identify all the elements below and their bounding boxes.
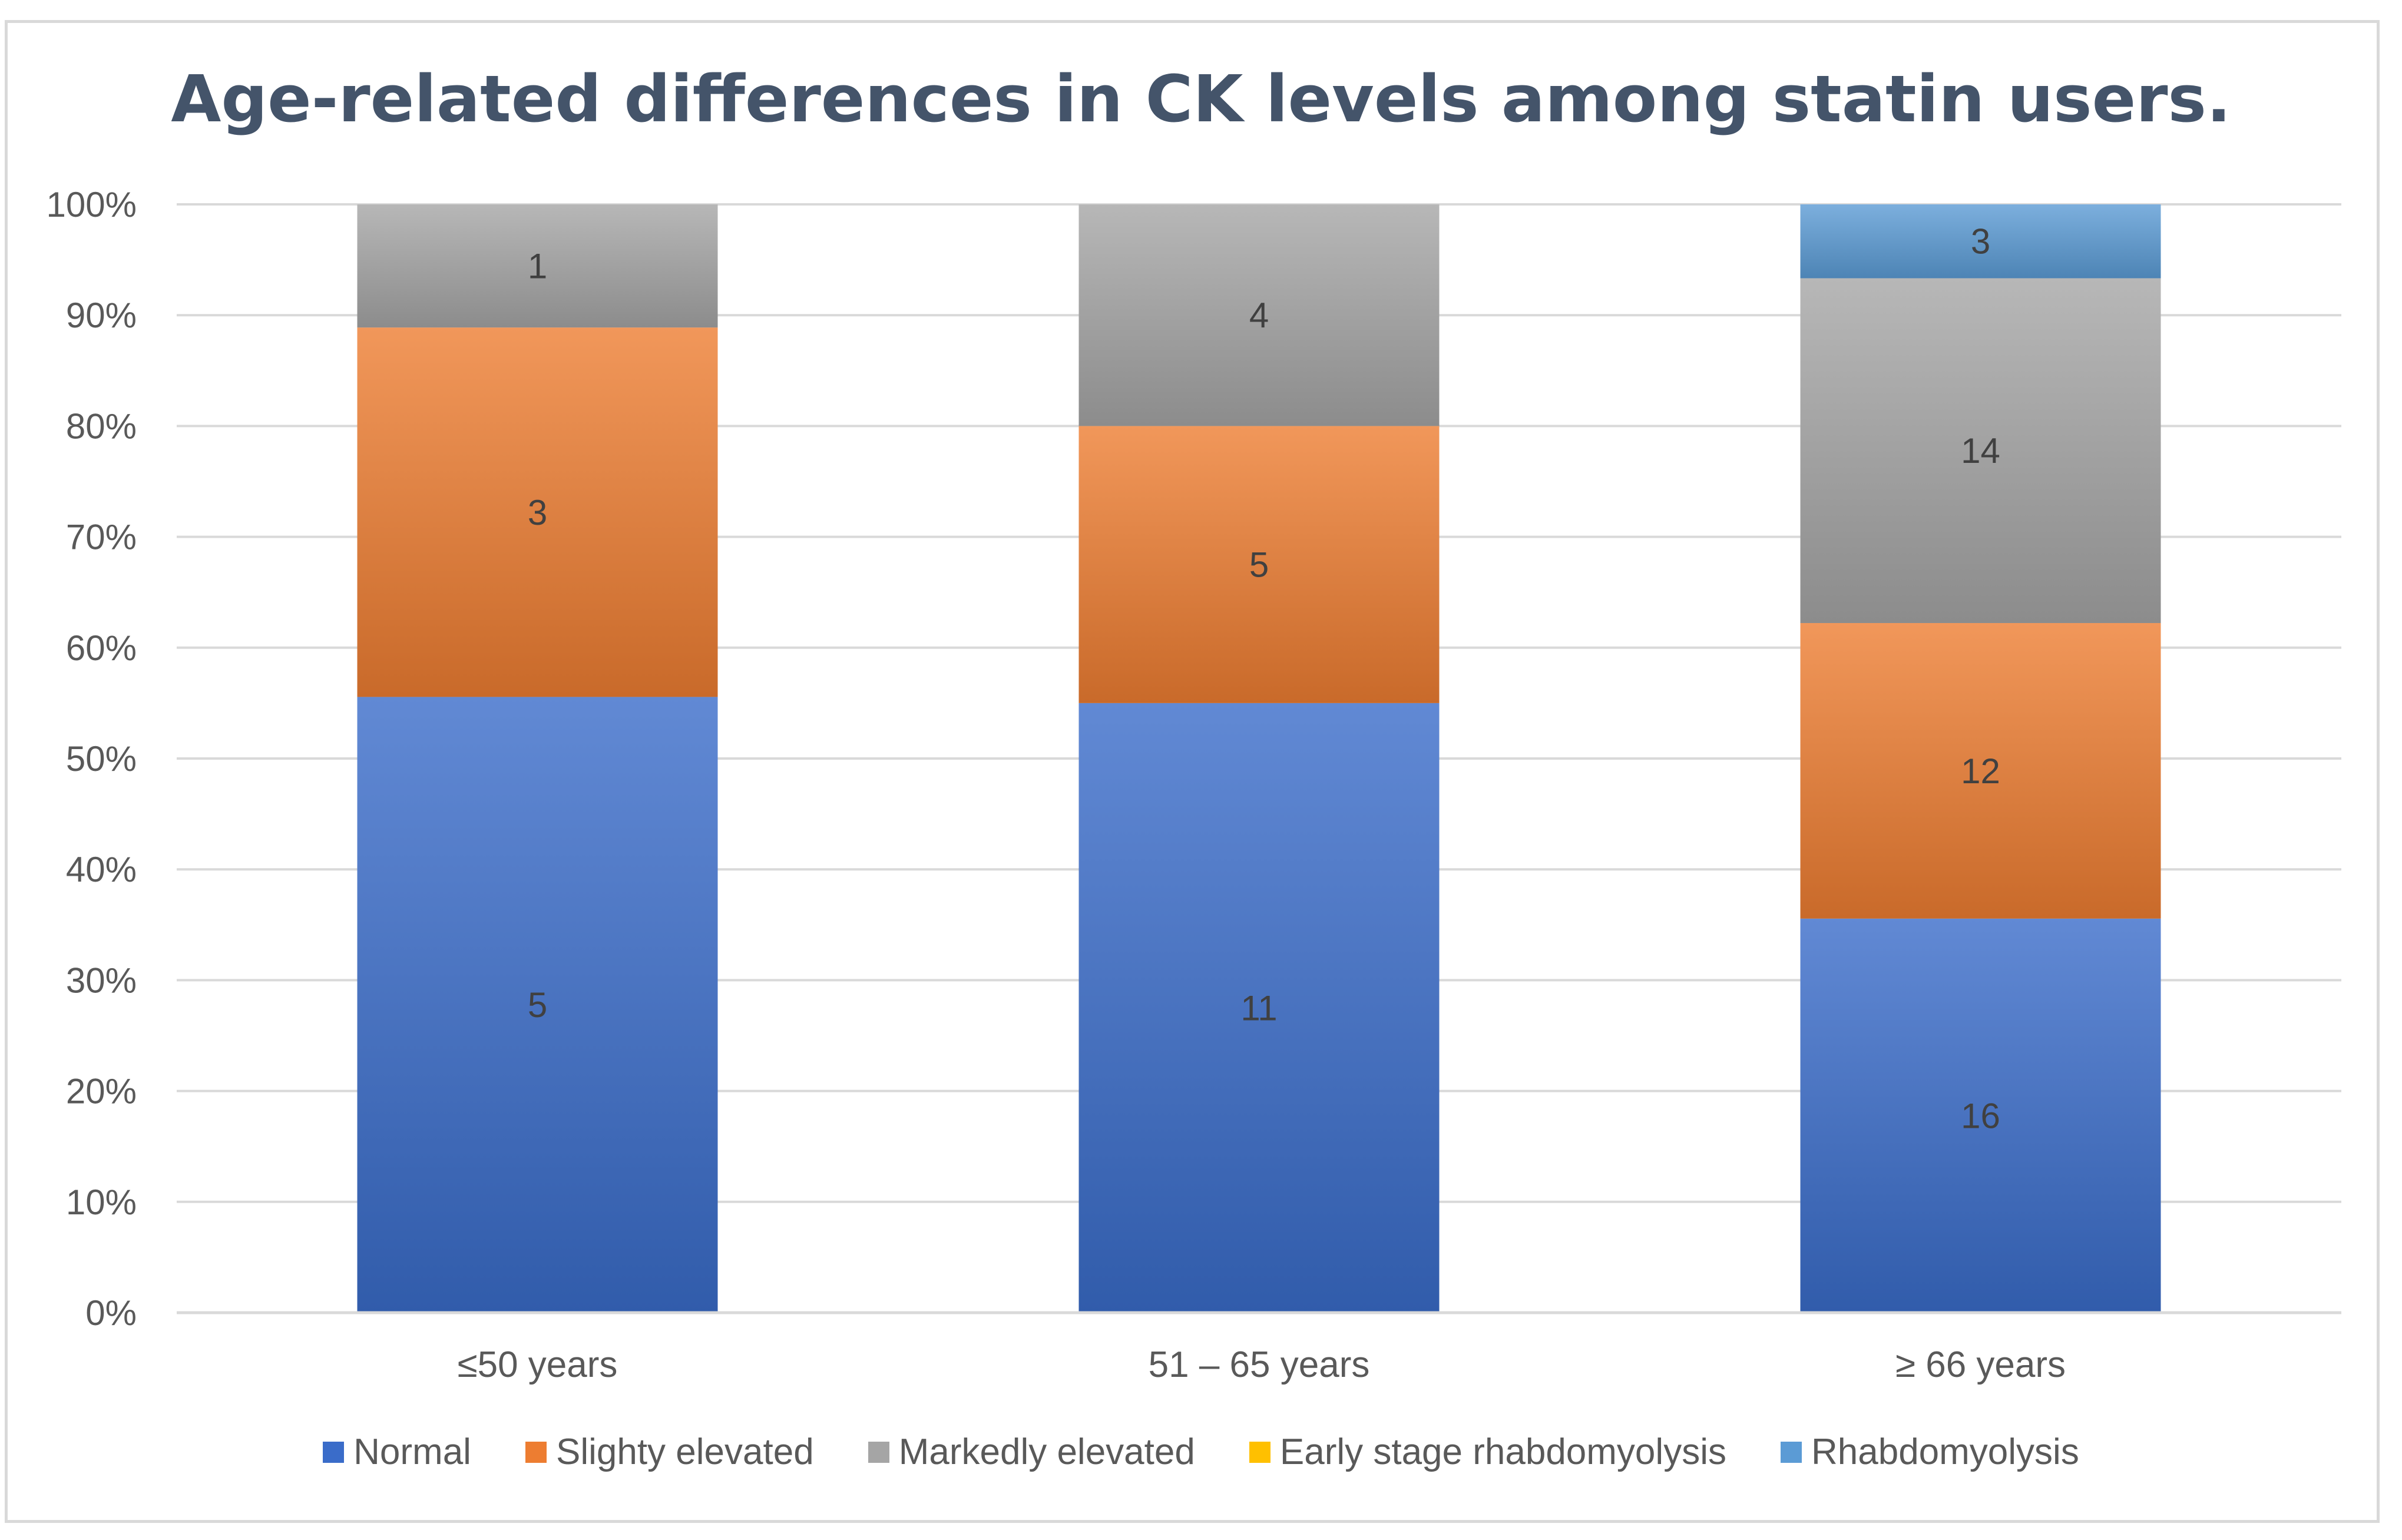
data-label: 3	[528, 493, 547, 532]
x-tick-label: ≤50 years	[458, 1344, 618, 1385]
data-label: 5	[528, 985, 547, 1025]
bar-segment	[1078, 204, 1440, 426]
legend-label: Rhabdomyolysis	[1811, 1432, 2079, 1472]
bars	[357, 204, 2161, 1313]
legend-item: Slighty elevated	[525, 1431, 814, 1473]
data-label: 14	[1961, 431, 2000, 471]
legend-label: Normal	[353, 1432, 471, 1472]
bar-segment	[357, 697, 718, 1313]
legend-item: Normal	[323, 1431, 471, 1473]
chart-title: Age-related differences in CK levels amo…	[171, 61, 2231, 137]
legend-label: Markedly elevated	[898, 1432, 1195, 1472]
y-axis-ticks: 0% 10% 20% 30% 40% 50% 60% 70% 80% 90% 100%	[47, 185, 137, 1333]
legend-label: Slighty elevated	[555, 1432, 814, 1472]
legend-swatch	[868, 1441, 889, 1463]
data-label: 16	[1961, 1096, 2000, 1135]
y-tick-label: 60%	[66, 628, 137, 668]
bar-segment	[357, 327, 718, 697]
y-tick-label: 80%	[66, 406, 137, 446]
bar-segment	[357, 204, 718, 328]
legend: Normal Slighty elevated Markedly elevated E…	[0, 1431, 2402, 1473]
legend-item: Early stage rhabdomyolysis	[1249, 1431, 1726, 1473]
bar-segment	[1800, 622, 2161, 919]
legend-item: Markedly elevated	[868, 1431, 1195, 1473]
y-tick-label: 20%	[66, 1072, 137, 1111]
data-label: 12	[1961, 751, 2000, 791]
y-tick-label: 50%	[66, 739, 137, 779]
x-tick-label: ≥ 66 years	[1895, 1344, 2066, 1385]
bar-segment	[1078, 703, 1440, 1313]
legend-swatch	[1249, 1441, 1271, 1463]
y-tick-label: 40%	[66, 850, 137, 889]
y-tick-label: 30%	[66, 961, 137, 1000]
x-tick-label: 51 – 65 years	[1149, 1344, 1370, 1385]
y-tick-label: 100%	[47, 185, 137, 224]
legend-swatch	[1780, 1441, 1802, 1463]
legend-swatch	[525, 1441, 547, 1463]
x-axis-ticks: ≤50 years 51 – 65 years ≥ 66 years	[177, 1311, 2341, 1385]
data-label: 11	[1240, 988, 1277, 1028]
legend-swatch	[323, 1441, 345, 1463]
bar-segment	[1800, 278, 2161, 623]
chart-frame	[5, 20, 2380, 1523]
bar-segment	[1800, 918, 2161, 1313]
y-tick-label: 70%	[66, 518, 137, 557]
legend-item: Rhabdomyolysis	[1780, 1431, 2079, 1473]
bar-segment	[1800, 204, 2161, 279]
data-label: 4	[1249, 296, 1269, 335]
y-tick-label: 90%	[66, 296, 137, 335]
y-tick-label: 10%	[66, 1183, 137, 1222]
y-tick-label: 0%	[85, 1293, 137, 1333]
data-label: 3	[1971, 222, 1990, 261]
data-label: 1	[528, 247, 547, 286]
legend-label: Early stage rhabdomyolysis	[1279, 1432, 1726, 1472]
bar-segment	[1078, 426, 1440, 703]
data-label: 5	[1249, 545, 1269, 585]
